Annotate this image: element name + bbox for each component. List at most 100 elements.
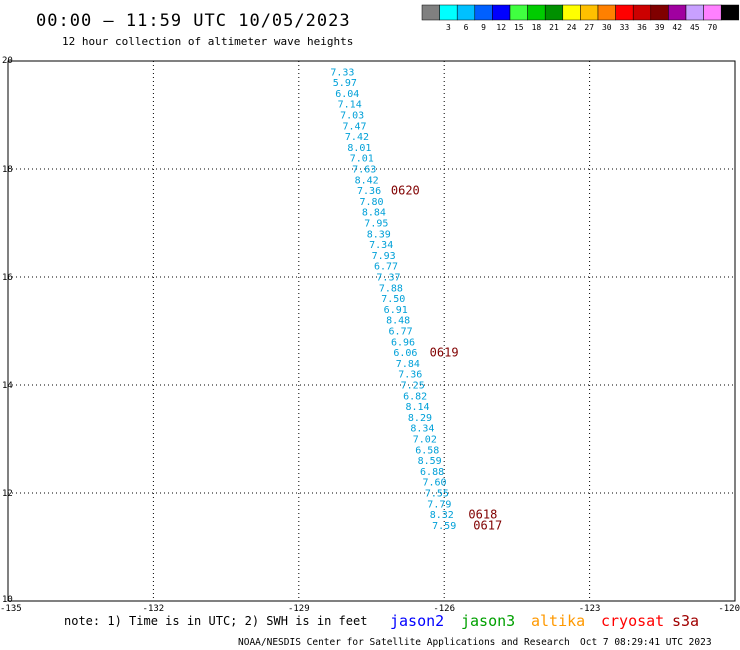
colorbar-swatch [650, 4, 669, 21]
swh-label: 7.95 [364, 219, 388, 230]
swh-label: 6.77 [389, 327, 413, 338]
colorbar-swatch [720, 4, 740, 21]
swh-label: 6.58 [415, 445, 439, 456]
credit-right: Oct 7 08:29:41 UTC 2023 [580, 637, 712, 648]
colorbar-label: 15 [514, 23, 524, 32]
swh-label: 7.02 [413, 435, 437, 446]
colorbar-label: 21 [549, 23, 559, 32]
swh-label: 7.50 [381, 294, 405, 305]
swh-label: 6.96 [391, 337, 415, 348]
colorbar-swatch [597, 4, 616, 21]
swh-label: 7.01 [350, 154, 374, 165]
colorbar-label: 36 [637, 23, 647, 32]
y-tick-label: 16 [2, 273, 13, 283]
swh-label: 7.36 [357, 186, 381, 197]
colorbar-swatch [632, 4, 652, 21]
swh-label: 7.34 [369, 240, 393, 251]
satellite-altika: altika [531, 612, 585, 630]
time-label: 0619 [430, 346, 459, 360]
swh-label: 7.88 [379, 283, 403, 294]
swh-label: 6.88 [420, 467, 444, 478]
x-tick-label: -135 [0, 604, 22, 614]
swh-label: 5.97 [333, 78, 357, 89]
time-label: 0620 [391, 184, 420, 198]
swh-label: 7.25 [401, 381, 425, 392]
colorbar-swatch [474, 4, 493, 21]
swh-label: 7.36 [398, 370, 422, 381]
colorbar-swatch [615, 4, 634, 21]
colorbar-label: 30 [602, 23, 612, 32]
swh-label: 8.32 [430, 510, 454, 521]
colorbar-label: 9 [481, 23, 486, 32]
y-tick-label: 12 [2, 489, 13, 499]
colorbar-label: 33 [620, 23, 630, 32]
swh-label: 8.29 [408, 413, 432, 424]
swh-label: 8.84 [362, 208, 386, 219]
colorbar-swatch [492, 4, 511, 21]
swh-label: 7.59 [432, 521, 456, 532]
colorbar-swatch [456, 4, 476, 21]
x-tick-label: -123 [579, 604, 601, 614]
swh-label: 8.42 [355, 175, 379, 186]
time-label: 0618 [468, 508, 497, 522]
y-tick-label: 20 [2, 56, 13, 66]
colorbar-label: 12 [496, 23, 506, 32]
colorbar-swatch [439, 4, 458, 21]
colorbar-label: 39 [655, 23, 665, 32]
colorbar-label: 42 [672, 23, 682, 32]
x-tick-labels: -135 -132 -129 -126 -123 -120 [0, 604, 740, 614]
swh-label: 6.82 [403, 391, 427, 402]
satellite-legend: jason2 jason3 altika cryosat s3a [390, 612, 699, 630]
colorbar-label: 45 [690, 23, 700, 32]
y-tick-labels: 10 12 14 16 18 20 [2, 56, 13, 605]
satellite-s3a: s3a [672, 612, 699, 630]
time-label: 0617 [473, 518, 502, 532]
swh-label: 6.04 [335, 89, 359, 100]
x-tick-label: -129 [288, 604, 310, 614]
colorbar-swatch [527, 4, 546, 21]
plot-area: -135 -132 -129 -126 -123 -120 10 12 14 16 18 20 7.… [0, 56, 740, 614]
swh-label: 7.55 [425, 489, 449, 500]
x-tick-label: -126 [433, 604, 455, 614]
swh-label: 6.06 [393, 348, 417, 359]
x-tick-label: -132 [143, 604, 165, 614]
swh-label: 7.60 [422, 478, 446, 489]
colorbar-swatch [421, 4, 440, 21]
colorbar-label: 6 [464, 23, 469, 32]
swh-label: 8.14 [405, 402, 429, 413]
swh-label: 8.34 [410, 424, 434, 435]
colorbar-swatch [685, 4, 704, 21]
swh-label: 8.48 [386, 316, 410, 327]
credit-left: NOAA/NESDIS Center for Satellite Applica… [238, 637, 570, 648]
swh-label: 7.14 [338, 100, 362, 111]
page-title: 00:00 – 11:59 UTC 10/05/2023 [36, 11, 351, 31]
swh-labels: 7.335.976.047.147.037.477.428.017.017.63… [330, 67, 456, 532]
colorbar-label: 27 [584, 23, 594, 32]
satellite-cryosat: cryosat [601, 612, 664, 630]
page-subtitle: 12 hour collection of altimeter wave hei… [62, 35, 353, 48]
swh-label: 8.01 [347, 143, 371, 154]
swh-label: 7.37 [376, 273, 400, 284]
satellite-jason3: jason3 [461, 612, 515, 630]
colorbar-swatch [544, 4, 564, 21]
colorbar-swatch [703, 4, 722, 21]
colorbar-swatch [562, 4, 581, 21]
colorbar-swatch [668, 4, 687, 21]
colorbar-swatch [580, 4, 599, 21]
swh-label: 7.80 [359, 197, 383, 208]
swh-label: 7.03 [340, 111, 364, 122]
swh-label: 7.47 [342, 121, 366, 132]
swh-label: 7.84 [396, 359, 420, 370]
y-tick-label: 14 [2, 381, 13, 391]
y-tick-label: 10 [2, 595, 13, 605]
grid-lines [8, 61, 735, 601]
swh-label: 6.77 [374, 262, 398, 273]
swh-label: 8.59 [418, 456, 442, 467]
colorbar-label: 3 [446, 23, 451, 32]
swh-label: 7.42 [345, 132, 369, 143]
swh-label: 7.63 [352, 165, 376, 176]
swh-label: 7.79 [427, 499, 451, 510]
